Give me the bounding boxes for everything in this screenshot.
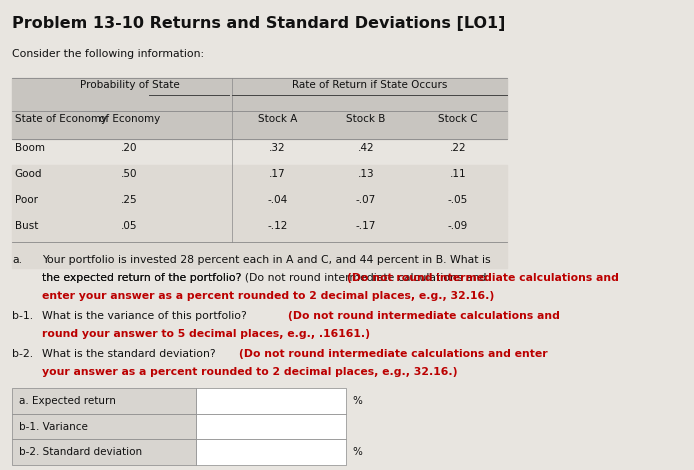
Bar xyxy=(196,414,346,439)
Text: round your answer to 5 decimal places, e.g., .16161.): round your answer to 5 decimal places, e… xyxy=(42,329,370,339)
Text: .22: .22 xyxy=(450,143,466,153)
Text: a. Expected return: a. Expected return xyxy=(19,396,117,406)
Text: %: % xyxy=(353,396,362,406)
Text: Boom: Boom xyxy=(15,143,44,153)
Text: .20: .20 xyxy=(121,143,137,153)
Text: Probability of State: Probability of State xyxy=(80,80,179,90)
Text: %: % xyxy=(353,447,362,457)
Text: Poor: Poor xyxy=(15,195,37,205)
Text: Problem 13-10 Returns and Standard Deviations [LO1]: Problem 13-10 Returns and Standard Devia… xyxy=(12,16,506,31)
Bar xyxy=(12,242,507,268)
Text: Bust: Bust xyxy=(15,221,38,231)
Bar xyxy=(12,388,196,414)
Text: .05: .05 xyxy=(121,221,137,231)
Text: (Do not round intermediate calculations and: (Do not round intermediate calculations … xyxy=(288,311,560,321)
Bar xyxy=(12,414,196,439)
Bar xyxy=(196,439,346,465)
Text: .25: .25 xyxy=(121,195,137,205)
Text: .32: .32 xyxy=(269,143,286,153)
Text: -.04: -.04 xyxy=(267,195,288,205)
Text: What is the variance of this portfolio?: What is the variance of this portfolio? xyxy=(42,311,250,321)
Text: a.: a. xyxy=(12,255,22,265)
Text: -.05: -.05 xyxy=(448,195,468,205)
Text: Stock C: Stock C xyxy=(438,114,478,124)
Bar xyxy=(12,164,507,190)
Text: .13: .13 xyxy=(358,169,374,179)
Text: .11: .11 xyxy=(450,169,466,179)
Text: -.17: -.17 xyxy=(356,221,376,231)
Text: b-2. Standard deviation: b-2. Standard deviation xyxy=(19,447,142,457)
Text: (Do not round intermediate calculations and: (Do not round intermediate calculations … xyxy=(347,273,619,283)
Text: b-2.: b-2. xyxy=(12,349,33,359)
Bar xyxy=(12,439,196,465)
Text: .50: .50 xyxy=(121,169,137,179)
Text: enter your answer as a percent rounded to 2 decimal places, e.g., 32.16.): enter your answer as a percent rounded t… xyxy=(42,291,494,301)
Text: -.12: -.12 xyxy=(267,221,288,231)
Text: .17: .17 xyxy=(269,169,286,179)
Text: your answer as a percent rounded to 2 decimal places, e.g., 32.16.): your answer as a percent rounded to 2 de… xyxy=(42,367,457,377)
Bar xyxy=(196,388,346,414)
Text: State of Economy: State of Economy xyxy=(15,114,107,124)
Text: (Do not round intermediate calculations and enter: (Do not round intermediate calculations … xyxy=(239,349,548,359)
Text: Your portfolio is invested 28 percent each in A and C, and 44 percent in B. What: Your portfolio is invested 28 percent ea… xyxy=(42,255,490,265)
Text: b-1.: b-1. xyxy=(12,311,33,321)
Bar xyxy=(12,190,507,216)
Text: Stock A: Stock A xyxy=(258,114,297,124)
Text: the expected return of the portfolio? (Do not round intermediate calculations an: the expected return of the portfolio? (D… xyxy=(42,273,486,283)
Text: Rate of Return if State Occurs: Rate of Return if State Occurs xyxy=(292,80,447,90)
Text: of Economy: of Economy xyxy=(99,114,160,124)
Text: Good: Good xyxy=(15,169,42,179)
Text: b-1. Variance: b-1. Variance xyxy=(19,422,88,431)
Text: Consider the following information:: Consider the following information: xyxy=(12,49,205,59)
Text: .42: .42 xyxy=(358,143,374,153)
Text: Stock B: Stock B xyxy=(346,114,386,124)
Text: -.09: -.09 xyxy=(448,221,468,231)
Text: -.07: -.07 xyxy=(356,195,376,205)
Bar xyxy=(12,216,507,242)
Text: the expected return of the portfolio?: the expected return of the portfolio? xyxy=(42,273,244,283)
Text: What is the standard deviation?: What is the standard deviation? xyxy=(42,349,219,359)
